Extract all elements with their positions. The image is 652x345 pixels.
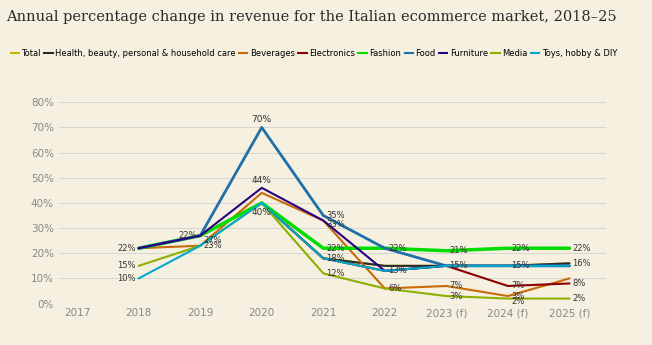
Text: 33%: 33% xyxy=(327,220,345,229)
Text: 15%: 15% xyxy=(117,262,136,270)
Text: 7%: 7% xyxy=(449,282,463,290)
Text: 40%: 40% xyxy=(252,208,272,217)
Text: 15%: 15% xyxy=(449,262,468,270)
Text: 27%: 27% xyxy=(203,236,222,245)
Text: 21%: 21% xyxy=(449,246,468,255)
Text: 70%: 70% xyxy=(252,115,272,124)
Text: Annual percentage change in revenue for the Italian ecommerce market, 2018–25: Annual percentage change in revenue for … xyxy=(7,10,617,24)
Text: 22%: 22% xyxy=(388,244,406,253)
Legend: Total, Health, beauty, personal & household care, Beverages, Electronics, Fashio: Total, Health, beauty, personal & househ… xyxy=(10,49,617,58)
Text: 7%: 7% xyxy=(511,282,524,290)
Text: 3%: 3% xyxy=(511,292,524,300)
Text: 22%: 22% xyxy=(511,244,529,253)
Text: 22%: 22% xyxy=(572,244,591,253)
Text: 8%: 8% xyxy=(572,279,586,288)
Text: 2%: 2% xyxy=(572,294,585,303)
Text: 22%: 22% xyxy=(179,231,197,240)
Text: 3%: 3% xyxy=(449,292,463,300)
Text: 15%: 15% xyxy=(511,262,529,270)
Text: 44%: 44% xyxy=(252,176,272,185)
Text: 2%: 2% xyxy=(511,297,524,306)
Text: 35%: 35% xyxy=(327,211,345,220)
Text: 16%: 16% xyxy=(572,259,591,268)
Text: 13%: 13% xyxy=(388,266,407,275)
Text: 12%: 12% xyxy=(327,269,345,278)
Text: 22%: 22% xyxy=(327,244,345,253)
Text: 22%: 22% xyxy=(117,244,136,253)
Text: 10%: 10% xyxy=(117,274,136,283)
Text: 18%: 18% xyxy=(327,254,345,263)
Text: 23%: 23% xyxy=(203,241,222,250)
Text: 6%: 6% xyxy=(388,284,401,293)
